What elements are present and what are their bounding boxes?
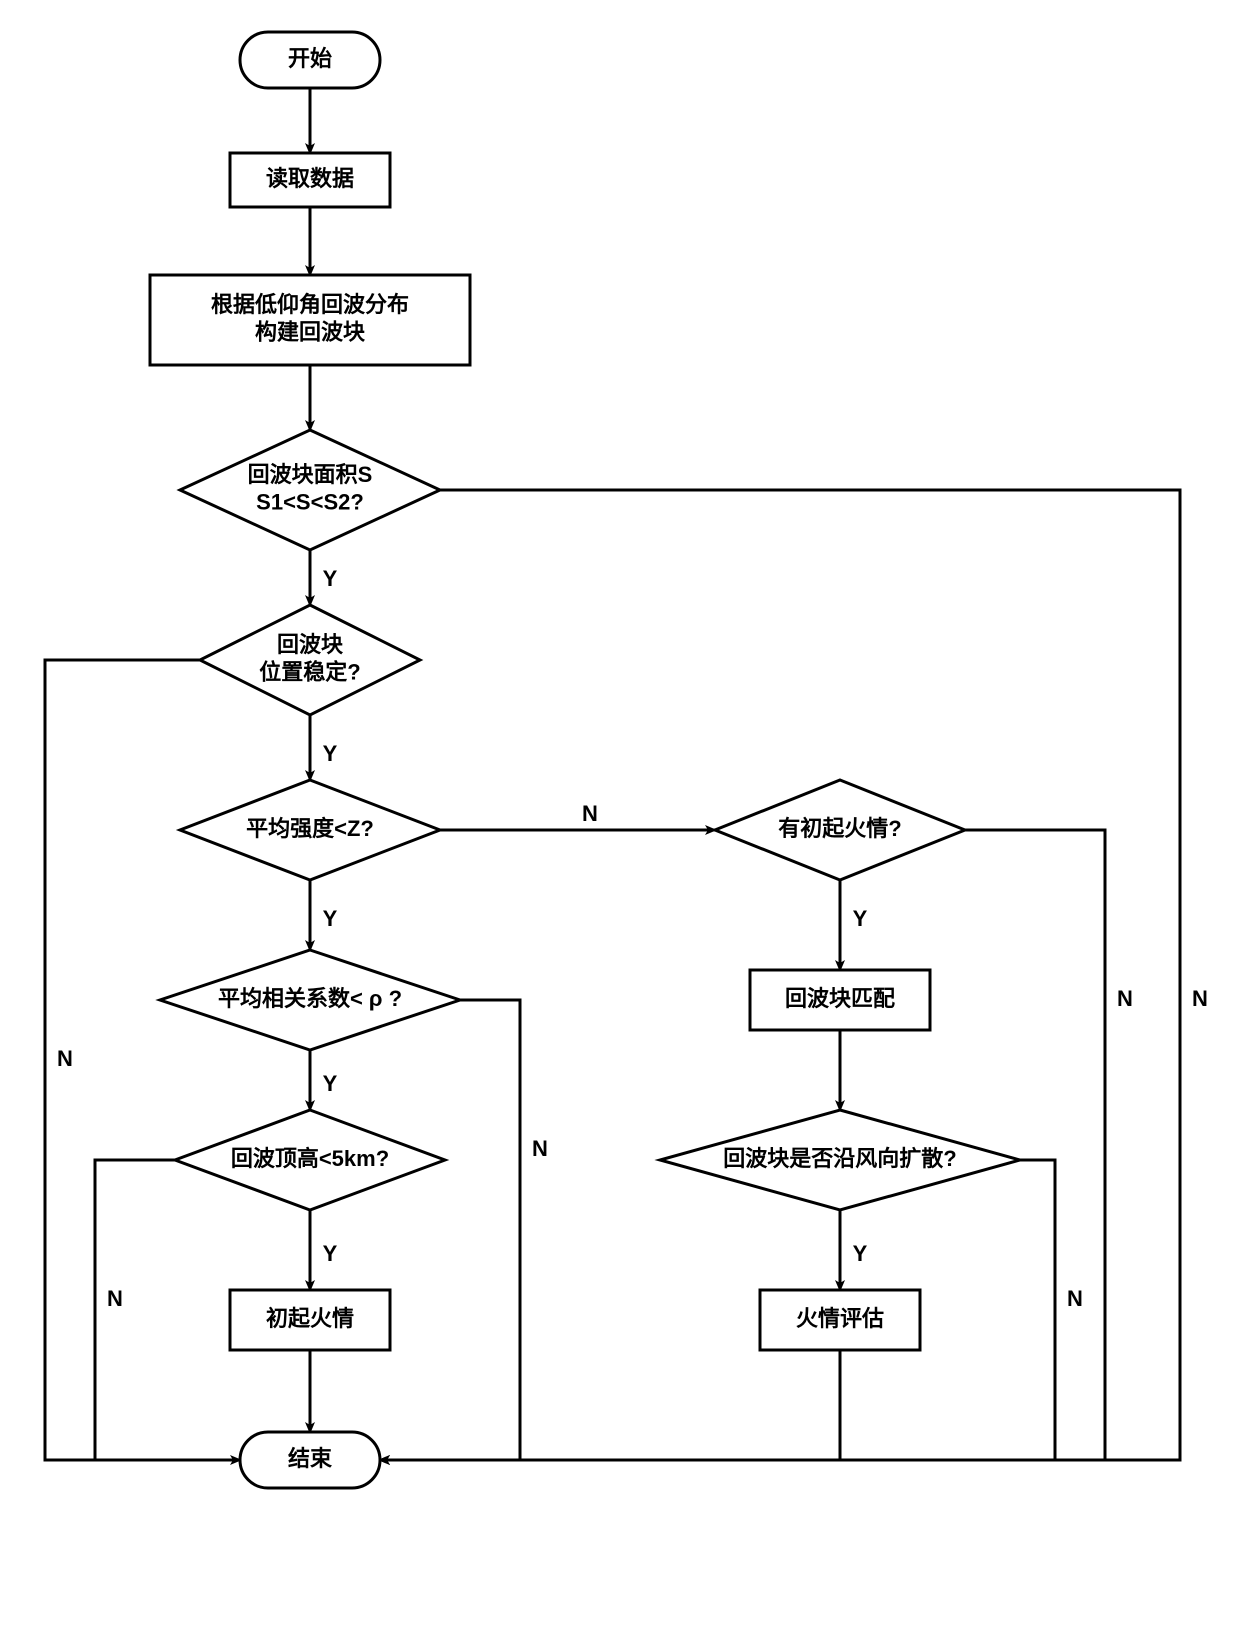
edge-6-label: Y	[323, 1071, 338, 1096]
node-intensity-text-0: 平均强度<Z?	[246, 816, 374, 841]
node-start-text-0: 开始	[288, 46, 332, 71]
node-rho: 平均相关系数< ρ ?	[160, 950, 460, 1050]
edge-15-label: N	[1117, 986, 1133, 1011]
edge-19	[380, 1000, 520, 1460]
edge-13	[380, 1350, 840, 1460]
edge-14-label: N	[1192, 986, 1208, 1011]
edge-12-label: Y	[853, 1241, 868, 1266]
node-spread: 回波块是否沿风向扩散?	[660, 1110, 1020, 1210]
node-read: 读取数据	[230, 153, 390, 207]
edge-4-label: Y	[323, 741, 338, 766]
edge-16-label: N	[1067, 1286, 1083, 1311]
node-top-text-0: 回波顶高<5km?	[231, 1146, 389, 1171]
edge-17-label: N	[57, 1046, 73, 1071]
edge-17	[45, 660, 240, 1460]
node-hasinit-text-0: 有初起火情?	[778, 816, 901, 841]
node-end: 结束	[240, 1432, 380, 1488]
node-stable-text-0: 回波块	[277, 632, 344, 657]
node-build: 根据低仰角回波分布构建回波块	[150, 275, 470, 365]
node-assess: 火情评估	[760, 1290, 920, 1350]
node-initfire-text-0: 初起火情	[266, 1306, 354, 1331]
flowchart-diagram: 开始读取数据根据低仰角回波分布构建回波块回波块面积S S1<S<S2? 回波块位置稳…	[0, 0, 1240, 1652]
node-area-text-0: 回波块面积S	[248, 462, 373, 487]
edge-18-label: N	[107, 1286, 123, 1311]
node-match: 回波块匹配	[750, 970, 930, 1030]
node-rho-text-0: 平均相关系数< ρ ?	[218, 986, 402, 1011]
node-assess-text-0: 火情评估	[796, 1306, 884, 1331]
node-area-text-1: S1<S<S2?	[256, 490, 364, 515]
node-hasinit: 有初起火情?	[715, 780, 965, 880]
node-build-text-0: 根据低仰角回波分布	[211, 292, 409, 317]
node-end-text-0: 结束	[288, 1446, 333, 1471]
node-stable-text-1: 位置稳定?	[259, 660, 360, 685]
edge-19-label: N	[532, 1136, 548, 1161]
node-read-text-0: 读取数据	[266, 166, 354, 191]
node-area: 回波块面积S S1<S<S2?	[180, 430, 440, 550]
edge-16	[1020, 1160, 1055, 1460]
node-stable: 回波块位置稳定?	[200, 605, 420, 715]
node-top: 回波顶高<5km?	[175, 1110, 445, 1210]
node-match-text-0: 回波块匹配	[785, 986, 895, 1011]
node-initfire: 初起火情	[230, 1290, 390, 1350]
node-intensity: 平均强度<Z?	[180, 780, 440, 880]
node-start: 开始	[240, 32, 380, 88]
edge-3-label: Y	[323, 566, 338, 591]
edge-7-label: Y	[323, 1241, 338, 1266]
edge-10-label: Y	[853, 906, 868, 931]
node-spread-text-0: 回波块是否沿风向扩散?	[723, 1146, 956, 1171]
edge-9-label: N	[582, 801, 598, 826]
node-build-text-1: 构建回波块	[255, 320, 366, 345]
edge-5-label: Y	[323, 906, 338, 931]
edge-15	[965, 830, 1105, 1460]
